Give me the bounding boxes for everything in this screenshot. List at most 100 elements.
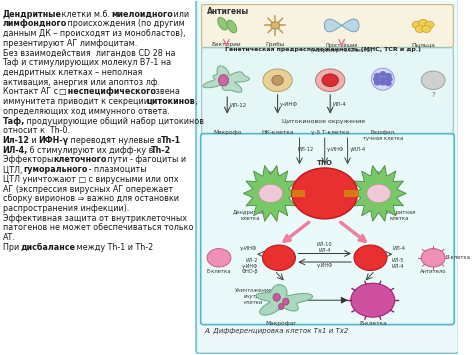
Text: дендритных клетках – неполная: дендритных клетках – неполная [2,68,142,77]
Polygon shape [324,19,359,32]
Text: Тh2: Тh2 [364,255,377,261]
Text: ИЛ-4: ИЛ-4 [332,102,346,107]
Circle shape [380,81,385,85]
Text: Антигены: Антигены [207,7,249,16]
Circle shape [419,20,428,27]
Circle shape [316,69,345,92]
Ellipse shape [218,17,228,30]
Polygon shape [256,285,312,315]
Text: γ-ИНФ: γ-ИНФ [240,246,257,251]
Text: ?: ? [431,92,435,98]
FancyArrow shape [446,137,453,314]
Text: Таф,: Таф, [2,116,25,126]
Text: ЦТЛ уничтожают □ с вирусными или опх: ЦТЛ уничтожают □ с вирусными или опх [2,175,178,184]
Text: патогенов не может обеспечиваться только: патогенов не может обеспечиваться только [2,223,193,233]
FancyArrow shape [201,137,208,314]
Circle shape [422,26,431,33]
Text: CD28: CD28 [309,190,320,193]
Text: B7-1
(CD80): B7-1 (CD80) [292,189,306,198]
Text: ИЛ-4,: ИЛ-4, [2,146,28,155]
Text: ИЛ-2
γ-ИНФ
ФНО-β: ИЛ-2 γ-ИНФ ФНО-β [241,258,258,274]
Text: ЦТЛ,: ЦТЛ, [2,165,24,174]
Ellipse shape [227,20,237,33]
Text: переводят нулевые в: переводят нулевые в [68,136,164,145]
Text: А. Дифференцировка клеток Тх1 и Тх2: А. Дифференцировка клеток Тх1 и Тх2 [204,328,349,334]
Circle shape [412,21,421,28]
Circle shape [263,69,292,92]
Polygon shape [243,165,298,221]
FancyBboxPatch shape [344,190,358,197]
Circle shape [374,81,380,85]
Text: активация, анергия или апоптоз лф.: активация, анергия или апоптоз лф. [2,78,160,87]
Circle shape [207,248,231,267]
Text: миелоидного: миелоидного [111,10,173,18]
Text: - плазмоциты: - плазмоциты [86,165,146,174]
Circle shape [425,21,434,28]
Text: Таф и стимулирующих молекул B7-1 на: Таф и стимулирующих молекул B7-1 на [2,58,172,67]
Text: клетки м.б.: клетки м.б. [60,10,113,18]
Text: Дендритная
клетка: Дендритная клетка [382,211,417,221]
Text: ИЛ-5
ИЛ-4: ИЛ-5 ИЛ-4 [392,258,404,269]
Text: Бактерии: Бактерии [211,42,241,48]
Text: НК-клетка: НК-клетка [261,130,294,135]
Text: АГ (экспрессия вирусных АГ опережает: АГ (экспрессия вирусных АГ опережает [2,185,173,193]
Circle shape [354,245,387,271]
Text: Ил-12: Ил-12 [2,136,29,145]
Text: Пыльца: Пыльца [411,42,435,48]
Circle shape [271,22,280,29]
Circle shape [351,283,395,317]
Text: TCR: TCR [333,181,344,186]
Text: ИЛ-12: ИЛ-12 [229,103,247,108]
Text: между Th-1 и Th-2: между Th-1 и Th-2 [74,243,153,252]
Circle shape [421,248,445,267]
FancyBboxPatch shape [201,5,453,47]
Text: Тh1: Тh1 [272,255,286,261]
Text: относит к  Th-0.: относит к Th-0. [2,126,70,135]
Text: данным ДК – происходят из монобластов),: данным ДК – происходят из монобластов), [2,29,185,38]
Text: неспецифического: неспецифического [65,87,156,96]
Text: сборку вирионов ⇒ важно для остановки: сборку вирионов ⇒ важно для остановки [2,194,179,203]
Text: В-клетка: В-клетка [446,255,471,260]
Text: ИЛ-12: ИЛ-12 [297,147,314,152]
Text: и: и [28,136,39,145]
Text: Простейшие
(например, гельминты): Простейшие (например, гельминты) [311,42,372,53]
Text: МНС-II: МНС-II [371,171,387,176]
Text: γ-ИНФ: γ-ИНФ [280,102,298,107]
Text: продуцирующие общий набор цитокинов: продуцирующие общий набор цитокинов [24,116,204,126]
Text: ИФН-γ: ИФН-γ [38,136,69,145]
Text: CD28: CD28 [316,197,328,201]
Text: Дендритные: Дендритные [2,10,62,18]
Circle shape [367,184,391,203]
Text: Эффективная защита от внутриклеточных: Эффективная защита от внутриклеточных [2,214,187,223]
Text: В-клетка: В-клетка [359,321,387,326]
Text: Эффекторы: Эффекторы [2,155,55,164]
Circle shape [374,73,380,78]
Text: Th-2: Th-2 [151,146,172,155]
Circle shape [292,168,358,219]
Text: γ-ИНФ: γ-ИНФ [317,263,333,268]
FancyBboxPatch shape [201,48,453,135]
Text: Макрофаг: Макрофаг [265,321,297,326]
Polygon shape [203,66,249,92]
Text: АТ.: АТ. [2,233,15,242]
Text: Контакт АГ с: Контакт АГ с [2,87,60,96]
Circle shape [380,77,385,81]
Text: ИЛ-4: ИЛ-4 [392,246,405,251]
Text: Генетическая предрасположенность (MHC, TCR и др.): Генетическая предрасположенность (MHC, T… [226,47,421,52]
Ellipse shape [283,298,289,305]
Text: При: При [2,243,21,252]
Text: γ·δ Т-клетка: γ·δ Т-клетка [311,130,349,135]
Text: Без взаимодействия  лигандов CD 28 на: Без взаимодействия лигандов CD 28 на [2,48,175,58]
Text: Антитело: Антитело [420,269,447,274]
Ellipse shape [219,75,228,86]
Ellipse shape [279,304,284,310]
Circle shape [415,26,425,33]
Text: гуморального: гуморального [24,165,88,174]
Text: клеточного: клеточного [54,155,107,164]
FancyBboxPatch shape [201,133,454,324]
Text: Дендритная
клетка: Дендритная клетка [233,211,267,221]
Text: определяющих ход иммунного ответа.: определяющих ход иммунного ответа. [2,107,169,116]
Text: происхождения (по другим: происхождения (по другим [64,19,184,28]
Text: B7-1
(CD80): B7-1 (CD80) [344,189,358,198]
Text: γИЛ-4: γИЛ-4 [349,147,365,152]
